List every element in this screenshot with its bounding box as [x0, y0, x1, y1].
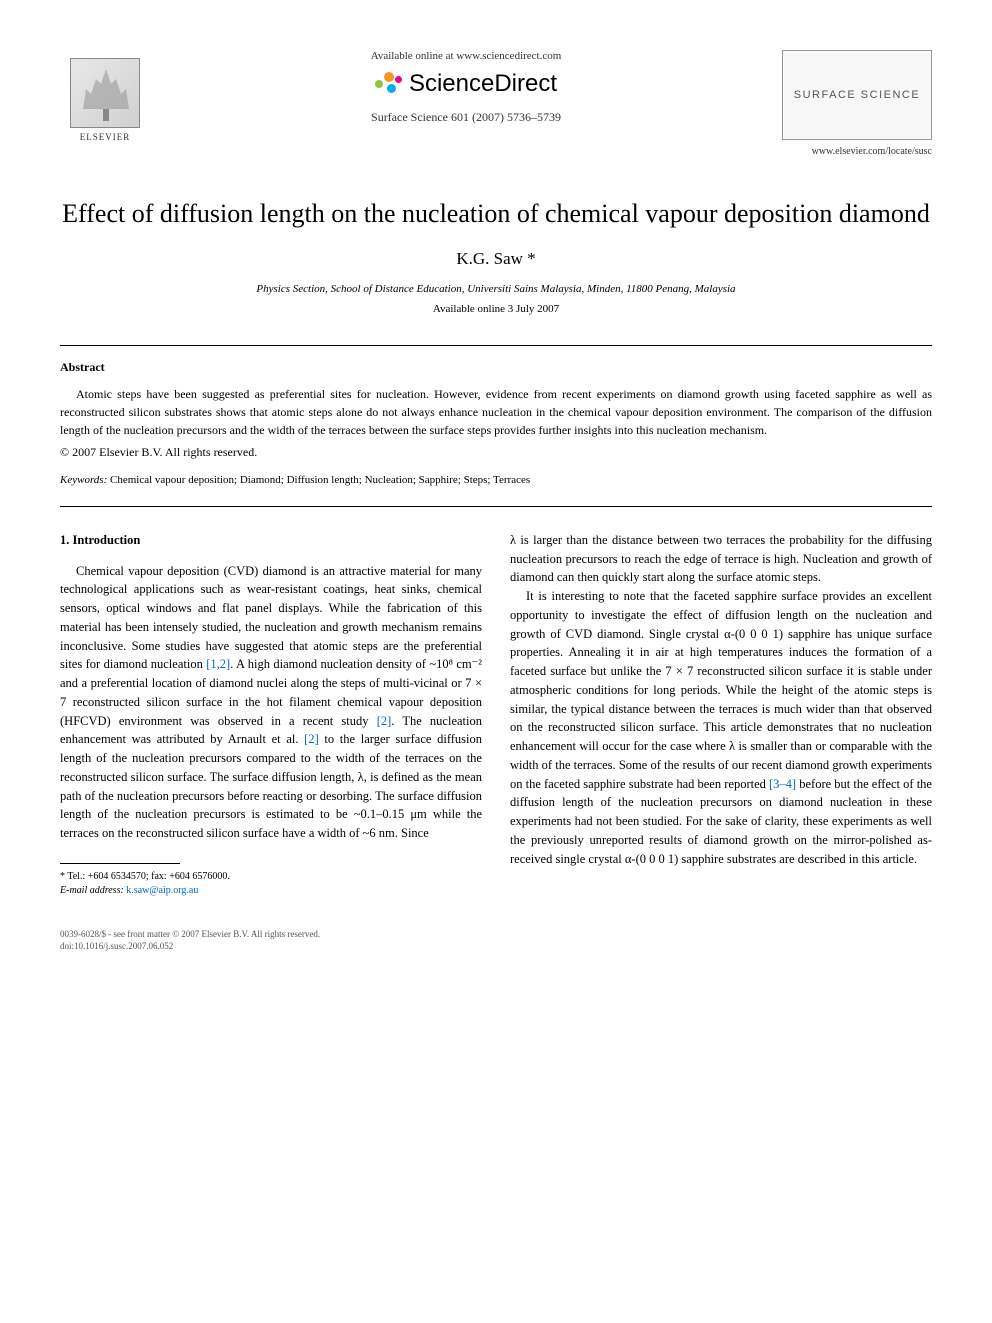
article-author: K.G. Saw * — [60, 249, 932, 269]
elsevier-tree-icon — [70, 58, 140, 128]
footnote-divider — [60, 863, 180, 864]
available-date: Available online 3 July 2007 — [60, 303, 932, 315]
column-right: λ is larger than the distance between tw… — [510, 531, 932, 898]
journal-url: www.elsevier.com/locate/susc — [812, 146, 932, 157]
sciencedirect-logo: ScienceDirect — [170, 70, 762, 98]
email-label: E-mail address: — [60, 885, 124, 896]
right-header: SURFACE SCIENCE www.elsevier.com/locate/… — [782, 50, 932, 157]
ref-link-3-4[interactable]: [3–4] — [769, 777, 796, 791]
divider-bottom — [60, 506, 932, 507]
footer-line-2: doi:10.1016/j.susc.2007.06.052 — [60, 940, 932, 953]
keywords-label: Keywords: — [60, 474, 107, 486]
article-title: Effect of diffusion length on the nuclea… — [60, 197, 932, 231]
keywords-line: Keywords: Chemical vapour deposition; Di… — [60, 474, 932, 486]
abstract-heading: Abstract — [60, 360, 932, 375]
footnote-email: E-mail address: k.saw@aip.org.au — [60, 884, 482, 898]
elsevier-logo: ELSEVIER — [60, 50, 150, 150]
ref-link-2a[interactable]: [2] — [377, 714, 392, 728]
ref-link-1-2[interactable]: [1,2] — [206, 657, 230, 671]
footer-info: 0039-6028/$ - see front matter © 2007 El… — [60, 928, 932, 953]
journal-box-label: SURFACE SCIENCE — [794, 89, 920, 101]
keywords-text: Chemical vapour deposition; Diamond; Dif… — [107, 474, 530, 486]
intro-paragraph-2: It is interesting to note that the facet… — [510, 587, 932, 868]
journal-cover-box: SURFACE SCIENCE — [782, 50, 932, 140]
ref-link-2b[interactable]: [2] — [304, 732, 319, 746]
divider-top — [60, 345, 932, 346]
article-affiliation: Physics Section, School of Distance Educ… — [60, 283, 932, 295]
intro-paragraph-1-cont: λ is larger than the distance between tw… — [510, 531, 932, 587]
email-address[interactable]: k.saw@aip.org.au — [126, 885, 198, 896]
sciencedirect-text: ScienceDirect — [409, 70, 557, 98]
section-heading-introduction: 1. Introduction — [60, 531, 482, 550]
journal-reference: Surface Science 601 (2007) 5736–5739 — [170, 110, 762, 125]
center-header: Available online at www.sciencedirect.co… — [150, 50, 782, 125]
column-left: 1. Introduction Chemical vapour depositi… — [60, 531, 482, 898]
elsevier-label: ELSEVIER — [80, 132, 131, 142]
header-row: ELSEVIER Available online at www.science… — [60, 50, 932, 157]
footer-line-1: 0039-6028/$ - see front matter © 2007 El… — [60, 928, 932, 941]
intro-paragraph-1: Chemical vapour deposition (CVD) diamond… — [60, 562, 482, 843]
available-online-text: Available online at www.sciencedirect.co… — [170, 50, 762, 62]
sciencedirect-icon — [375, 70, 403, 98]
body-columns: 1. Introduction Chemical vapour depositi… — [60, 531, 932, 898]
abstract-copyright: © 2007 Elsevier B.V. All rights reserved… — [60, 445, 932, 460]
abstract-text: Atomic steps have been suggested as pref… — [60, 385, 932, 439]
footnote-tel: * Tel.: +604 6534570; fax: +604 6576000. — [60, 870, 482, 884]
abstract-body: Atomic steps have been suggested as pref… — [60, 387, 932, 437]
